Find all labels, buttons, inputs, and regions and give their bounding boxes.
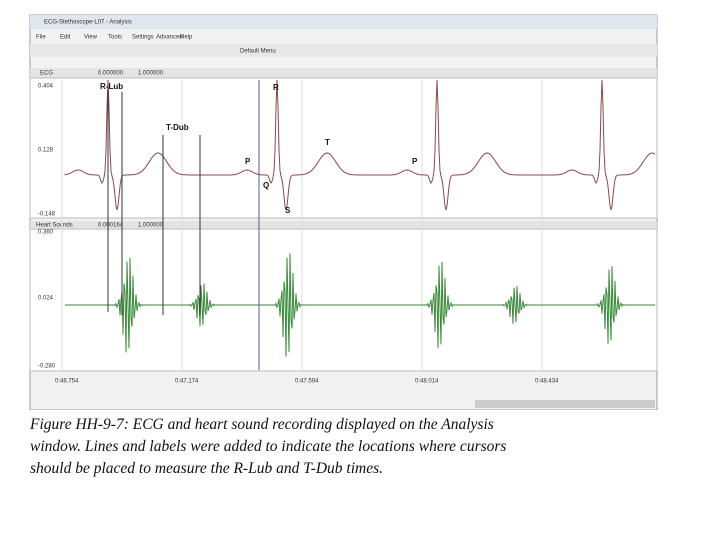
time-label: 0:46.754 <box>55 379 79 385</box>
sound-panel <box>29 228 658 372</box>
channel-name: Heart Sounds <box>36 223 73 229</box>
annotation: P <box>412 157 418 166</box>
scrollbar[interactable] <box>475 400 655 408</box>
y-tick-label: -0.148 <box>38 212 56 218</box>
menu-item[interactable]: Tools <box>108 35 122 41</box>
cursor-lines <box>107 80 260 370</box>
caption-line: should be placed to measure the R-Lub an… <box>30 460 384 477</box>
time-axis: 0:46.754 0:47.174 0:47.594 0:48.014 0:48.434 <box>55 379 559 385</box>
menu-item[interactable]: Advanced <box>156 35 183 41</box>
screenshot: ECG-Stethoscope-L07 - Analysis File Edit V… <box>29 14 658 411</box>
menu-item[interactable]: Edit <box>60 35 71 41</box>
toolbar-label[interactable]: Default Menu <box>240 49 276 55</box>
time-label: 0:47.174 <box>175 379 199 385</box>
y-tick-label: 0.360 <box>38 230 54 236</box>
readout: 0.000164 <box>98 223 124 229</box>
caption-line: window. Lines and labels were added to i… <box>30 438 507 455</box>
menu-item[interactable]: Settings <box>132 35 154 41</box>
window-title: ECG-Stethoscope-L07 - Analysis <box>44 20 132 26</box>
annotation: P <box>245 157 251 166</box>
menu-item[interactable]: File <box>36 35 46 41</box>
ecg-panel <box>29 77 658 219</box>
time-label: 0:47.594 <box>295 379 319 385</box>
menu-item[interactable]: View <box>84 35 98 41</box>
grid <box>61 80 543 370</box>
caption-line: Figure HH-9-7: ECG and heart sound recor… <box>30 416 494 433</box>
y-tick-label: 0.024 <box>38 296 54 302</box>
y-tick-label: 0.404 <box>38 84 54 90</box>
readout: 1.000000 <box>138 223 164 229</box>
annotation: T-Dub <box>166 123 189 132</box>
channel-bar <box>30 68 657 78</box>
annotation: Q <box>263 181 269 190</box>
annotation: R-Lub <box>100 82 123 91</box>
time-label: 0:48.434 <box>535 379 559 385</box>
annotation: R <box>273 83 279 92</box>
readout: 0.000000 <box>98 71 124 77</box>
y-tick-label: -0.280 <box>38 364 56 370</box>
channel-name: ECG <box>40 71 53 77</box>
toolbar <box>30 44 657 57</box>
title-bar <box>30 15 657 29</box>
channel-bar <box>30 221 657 229</box>
y-tick-label: 0.128 <box>38 148 54 154</box>
readout: 1.000000 <box>138 71 164 77</box>
time-label: 0:48.014 <box>415 379 439 385</box>
menu-item[interactable]: Help <box>180 35 193 41</box>
annotation: T <box>325 138 330 147</box>
annotation: S <box>285 206 291 215</box>
caption: Figure HH-9-7: ECG and heart sound recor… <box>30 414 690 480</box>
